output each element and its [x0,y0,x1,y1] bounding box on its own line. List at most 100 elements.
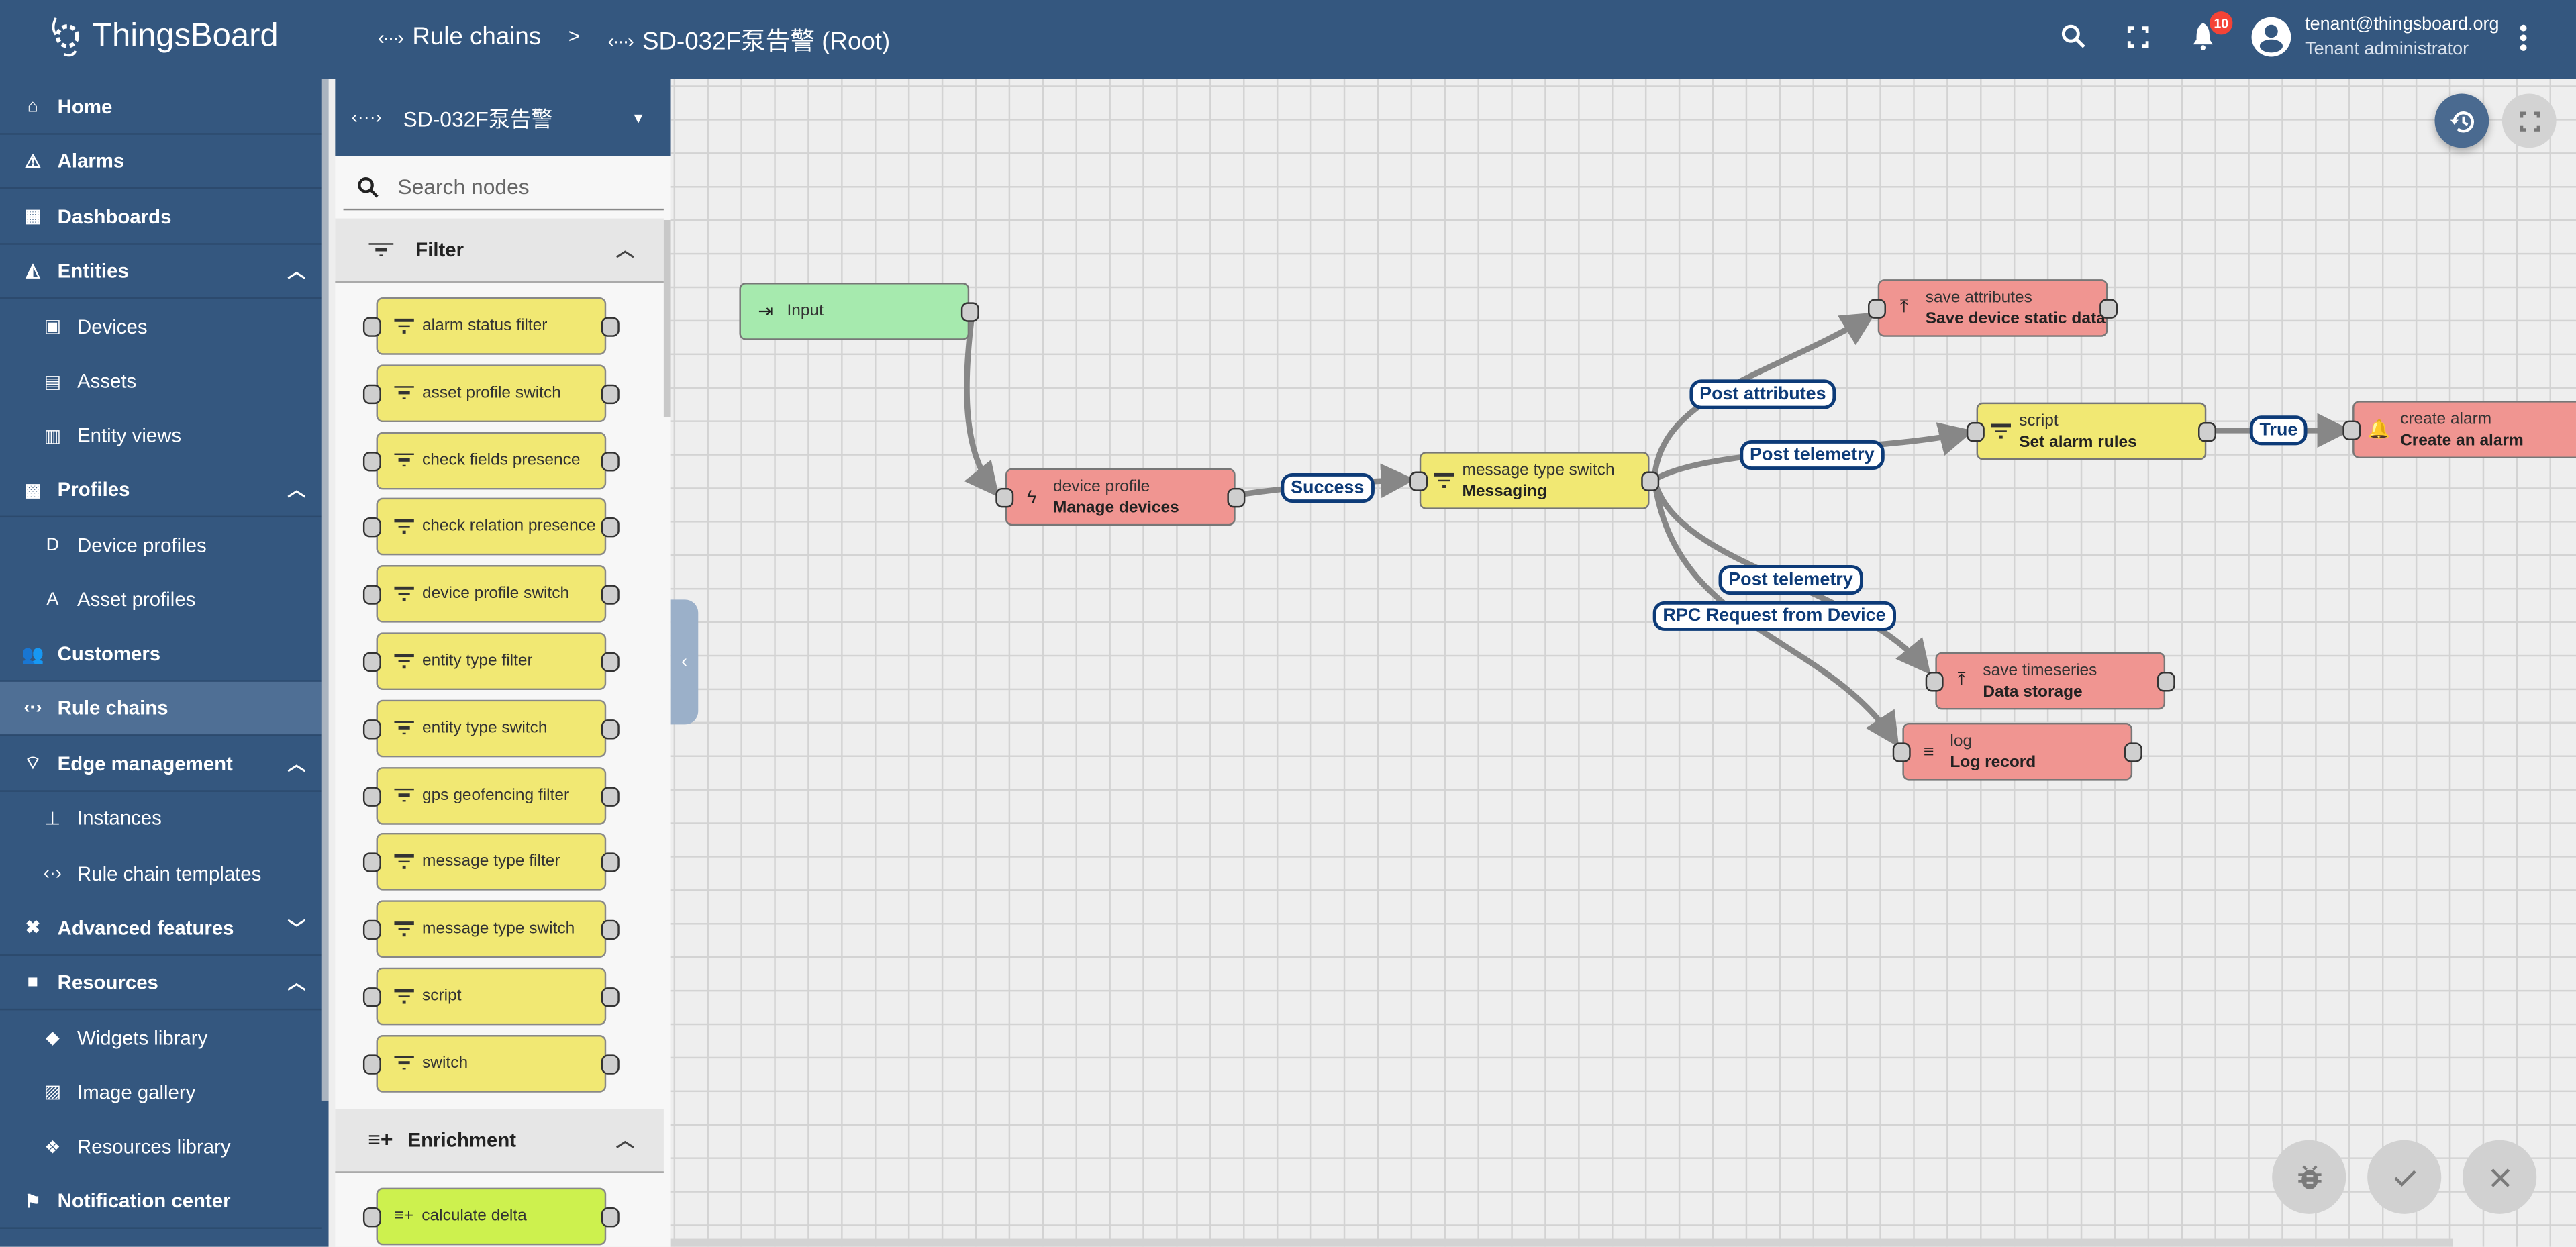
library-node[interactable]: entity type switch [362,699,620,757]
search-nodes-input[interactable]: Search nodes [343,164,664,211]
sidebar-item-asset-profiles[interactable]: A Asset profiles [0,572,322,627]
notifications-bell-icon[interactable] [2191,21,2214,51]
rule-node-device-profile[interactable]: ϟ device profile Manage devices [995,468,1246,526]
input-port[interactable] [1868,299,1886,319]
chevron-up-icon[interactable]: ︿ [287,754,306,775]
revert-changes-button[interactable] [2463,1140,2537,1214]
rule-node-input[interactable]: ⇥ Input [739,283,979,340]
search-icon[interactable] [2060,23,2086,49]
node-name: Messaging [1462,482,1547,501]
output-port[interactable] [2124,742,2142,762]
breadcrumb-rule-chains[interactable]: ‹···› Rule chains [378,23,541,51]
input-port[interactable] [2342,420,2361,440]
sidebar-item-edge-management[interactable]: ⌔ Edge management ︿ [0,737,322,791]
debug-button[interactable] [2272,1140,2346,1214]
upload-icon: ⤒ [1899,297,1908,317]
library-node[interactable]: gps geofencing filter [362,766,620,824]
library-node[interactable]: check fields presence [362,431,620,489]
edge-label[interactable]: True [2249,415,2308,446]
category-filter[interactable]: Filter ︿ [335,218,664,283]
input-port[interactable] [1966,422,1985,442]
sidebar-item-customers[interactable]: 👥 Customers [0,628,322,682]
node-type: log [1950,732,1973,750]
sidebar-scrollbar[interactable] [321,79,329,1101]
sidebar-item-resources-library[interactable]: ❖ Resources library [0,1120,322,1175]
edge[interactable] [964,310,999,498]
sidebar-item-advanced-features[interactable]: ✖ Advanced features ﹀ [0,901,322,956]
sidebar-item-alarms[interactable]: ⚠ Alarms [0,135,322,190]
output-port[interactable] [1227,487,1246,508]
category-enrichment[interactable]: ≡+ Enrichment ︿ [335,1108,664,1173]
sidebar-item-api[interactable]: ▪ API [0,1230,322,1247]
library-node[interactable]: switch [362,1034,620,1093]
sidebar-item-home[interactable]: ⌂ Home [0,81,322,135]
sidebar-item-notification-center[interactable]: ⚑ Notification center [0,1175,322,1229]
library-node[interactable]: check relation presence [362,498,620,556]
sidebar-item-entity-views[interactable]: ▥ Entity views [0,409,322,463]
chevron-up-icon[interactable]: ︿ [287,262,306,283]
edge-label[interactable]: Post attributes [1689,379,1836,409]
sidebar-item-dashboards[interactable]: ▦ Dashboards [0,190,322,244]
output-port[interactable] [1641,471,1660,491]
apply-changes-button[interactable] [2367,1140,2442,1214]
edge-label[interactable]: Post telemetry [1718,565,1863,595]
rule-node-script[interactable]: script Set alarm rules [1966,402,2216,460]
chevron-up-icon[interactable]: ︿ [615,241,634,262]
sidebar-item-rule-chain-templates[interactable]: ‹·› Rule chain templates [0,846,322,901]
input-port[interactable] [1925,672,1944,692]
edge-label[interactable]: Post telemetry [1740,440,1885,470]
fullscreen-icon[interactable] [2127,26,2149,48]
rule-node-log[interactable]: ≡ log Log record [1892,722,2142,781]
output-port[interactable] [2099,299,2118,319]
collapse-library-button[interactable]: ‹ [670,599,699,725]
rule-node-create-alarm[interactable]: 🔔 create alarm Create an alarm [2342,401,2576,458]
library-scrollbar[interactable] [663,219,671,417]
sidebar-item-entities[interactable]: ◭ Entities ︿ [0,244,322,299]
sidebar-item-device-profiles[interactable]: D Device profiles [0,518,322,572]
sidebar-item-image-gallery[interactable]: ▨ Image gallery [0,1065,322,1119]
version-history-button[interactable] [2434,93,2489,148]
output-port[interactable] [2157,672,2175,692]
more-vert-icon[interactable] [2517,23,2530,52]
sidebar-item-widgets-library[interactable]: ◆ Widgets library [0,1011,322,1065]
library-node[interactable]: message type filter [362,833,620,891]
rule-chain-canvas[interactable]: ⇥ Input ϟ device profile Manage devices messa… [670,79,2576,1247]
chevron-up-icon[interactable]: ︿ [287,973,306,994]
rule-node-message-type-switch[interactable]: message type switch Messaging [1409,452,1660,509]
library-node[interactable]: device profile switch [362,565,620,624]
sidebar-item-rule-chains[interactable]: ‹·› Rule chains [0,682,322,737]
canvas-horizontal-scrollbar[interactable] [670,1238,2453,1247]
sidebar-item-profiles[interactable]: ▩ Profiles ︿ [0,463,322,518]
library-node[interactable]: script [362,967,620,1026]
sidebar-item-assets[interactable]: ▤ Assets [0,354,322,408]
edge-label[interactable]: Success [1281,472,1375,503]
chevron-up-icon[interactable]: ︿ [615,1131,634,1151]
library-node[interactable]: asset profile switch [362,364,620,422]
rule-chain-selector[interactable]: ‹···› SD-032F泵告警 ▼ [335,79,671,156]
chevron-down-icon[interactable]: ﹀ [287,919,306,939]
library-node[interactable]: message type switch [362,900,620,958]
library-node[interactable]: entity type filter [362,632,620,691]
edge-label[interactable]: RPC Request from Device [1652,601,1896,631]
chevron-up-icon[interactable]: ︿ [287,481,306,501]
rule-node-save-timeseries[interactable]: ⤒ save timeseries Data storage [1925,652,2175,710]
rule-node-save-attributes[interactable]: ⤒ save attributes Save device static data [1868,279,2118,337]
input-port[interactable] [1409,471,1428,491]
input-port[interactable] [1892,742,1911,762]
library-node[interactable]: ≡+ calculate delta [362,1187,620,1245]
logo[interactable]: ThingsBoard [49,15,279,58]
sidebar-item-instances[interactable]: ⊥ Instances [0,792,322,846]
sidebar-item-devices[interactable]: ▣ Devices [0,299,322,354]
filter-icon [394,787,414,803]
input-port[interactable] [995,487,1014,508]
library-node[interactable]: alarm status filter [362,297,620,355]
sidebar-item-resources[interactable]: ■ Resources ︿ [0,956,322,1010]
output-port[interactable] [2198,422,2216,442]
sidebar-item-label: Customers [57,642,161,666]
avatar[interactable] [2250,16,2291,57]
canvas-fullscreen-button[interactable] [2501,93,2557,148]
alarm-icon: ⚠ [24,152,42,172]
top-bar: ThingsBoard ‹···› Rule chains > ‹···› SD… [0,0,2576,79]
output-port[interactable] [960,302,979,322]
